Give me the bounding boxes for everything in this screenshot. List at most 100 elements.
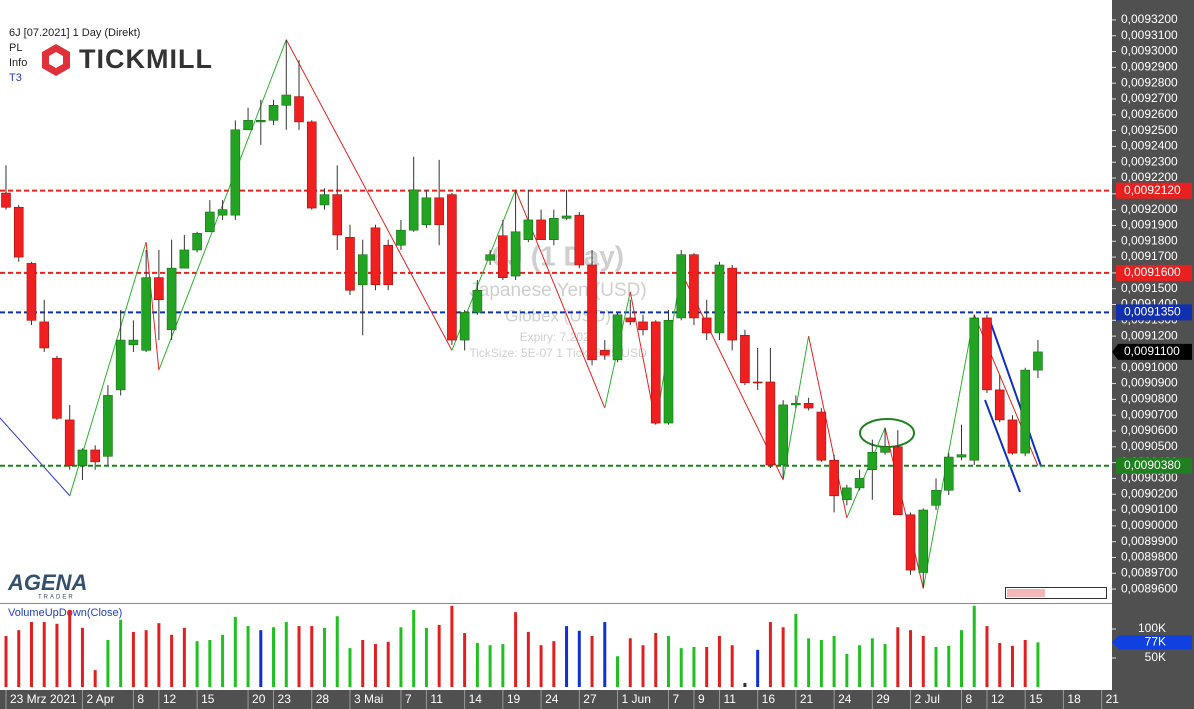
volume-bar: [921, 635, 925, 687]
menu-item[interactable]: Info: [9, 57, 27, 69]
candle-body: [485, 254, 495, 261]
volume-bar: [475, 642, 479, 687]
candle-body: [803, 403, 814, 409]
x-tick-label: 16: [762, 692, 776, 706]
volume-bar: [819, 640, 823, 687]
candle-body: [192, 233, 202, 251]
candle-body: [128, 339, 139, 346]
candle-body: [154, 277, 164, 301]
x-tick-label: 12: [991, 692, 1005, 706]
volume-bar: [743, 682, 747, 687]
volume-bar: [488, 645, 492, 687]
y-tick-label: 0,0091500: [1121, 281, 1178, 295]
zigzag-leg: [884, 427, 924, 589]
candle-body: [510, 231, 521, 277]
level-box: [1116, 182, 1192, 199]
candle-body: [459, 312, 470, 341]
menu-item[interactable]: PL: [9, 42, 22, 54]
candle-body: [408, 189, 419, 231]
candle-body: [536, 219, 546, 240]
scrollbar[interactable]: [1005, 587, 1107, 599]
volume-bar: [399, 627, 403, 687]
volume-bar: [794, 613, 798, 687]
y-tick-label: 0,0092600: [1121, 107, 1178, 121]
candle-body: [1007, 419, 1018, 454]
y-tick-label: 0,0093200: [1121, 12, 1178, 26]
volume-bar: [463, 633, 467, 687]
volume-bar: [666, 635, 670, 687]
volume-bar: [539, 645, 543, 687]
menu-item[interactable]: T3: [9, 72, 22, 84]
volume-bar: [960, 630, 963, 687]
zigzag-leg: [846, 427, 886, 519]
volume-bar: [323, 627, 326, 687]
volume-bar: [68, 609, 72, 687]
volume-bar: [807, 638, 811, 687]
y-tick-label: 0,0091000: [1121, 360, 1178, 374]
candle-body: [549, 218, 559, 240]
y-tick-label: 0,0092300: [1121, 154, 1178, 168]
candle-body: [447, 194, 457, 341]
candle-body: [217, 209, 228, 216]
candle-body: [765, 381, 776, 466]
x-tick-label: 21: [800, 692, 814, 706]
candle-body: [982, 317, 992, 391]
x-tick-label: 11: [430, 692, 443, 706]
volume-bar: [972, 605, 976, 687]
volume-bar: [80, 627, 84, 687]
x-tick-label: 2 Apr: [86, 692, 114, 706]
volume-bar: [590, 635, 594, 687]
y-tick-label: 0,0090500: [1121, 439, 1178, 453]
volume-bar: [259, 630, 263, 687]
x-tick-label: 15: [201, 692, 215, 706]
candle-body: [281, 94, 292, 106]
volume-bar: [998, 642, 1002, 687]
trend-line: [988, 317, 1042, 467]
y-tick-label: 0,0093100: [1121, 28, 1178, 42]
y-tick-label: 0,0090600: [1121, 423, 1178, 437]
candle-body: [26, 263, 37, 321]
candle-body: [141, 277, 151, 351]
x-tick-label: 29: [876, 692, 890, 706]
zigzag-leg: [922, 314, 975, 589]
level-box: [1116, 457, 1192, 474]
volume-bar: [361, 640, 365, 687]
candle-body: [969, 317, 980, 461]
candle-body: [740, 335, 750, 384]
x-tick-label: 7: [405, 692, 412, 706]
volume-bar: [412, 609, 416, 687]
x-tick-label: 23 Mrz 2021: [10, 692, 77, 706]
candle-body: [13, 206, 24, 258]
date-axis-background: [0, 690, 1194, 709]
volume-bar: [883, 644, 887, 687]
header: 6J [07.2021] 1 Day (Direkt) PL Info T3 T…: [7, 27, 212, 601]
candle-body: [956, 454, 967, 458]
candle-body: [880, 446, 890, 453]
candle-body: [829, 459, 839, 497]
y-tick-label: 0,0091900: [1121, 218, 1178, 232]
candle-body: [854, 478, 865, 489]
scrollbar-thumb[interactable]: [1007, 589, 1045, 597]
candle-body: [332, 194, 343, 236]
candle-body: [650, 321, 661, 424]
candle-body: [243, 120, 253, 131]
x-tick-label: 27: [583, 692, 597, 706]
volume-bar: [42, 622, 46, 687]
candle-body: [689, 254, 699, 319]
candle-body: [39, 321, 50, 349]
watermark-text: Expiry: 7.2021: [520, 330, 597, 344]
volume-bar: [616, 656, 620, 687]
candle-body: [1033, 351, 1043, 371]
volume-bar: [756, 649, 760, 687]
y-tick-label: 0,0091700: [1121, 249, 1178, 263]
volume-bar: [144, 630, 148, 687]
candle-body: [1, 192, 11, 208]
volume-bar: [29, 622, 33, 687]
volume-bar: [628, 638, 632, 687]
candle-body: [714, 264, 725, 334]
x-tick-label: 24: [838, 692, 852, 706]
x-tick-label: 14: [469, 692, 483, 706]
candle-body: [115, 339, 126, 391]
candle-body: [778, 404, 788, 466]
volume-bar: [1023, 640, 1027, 687]
